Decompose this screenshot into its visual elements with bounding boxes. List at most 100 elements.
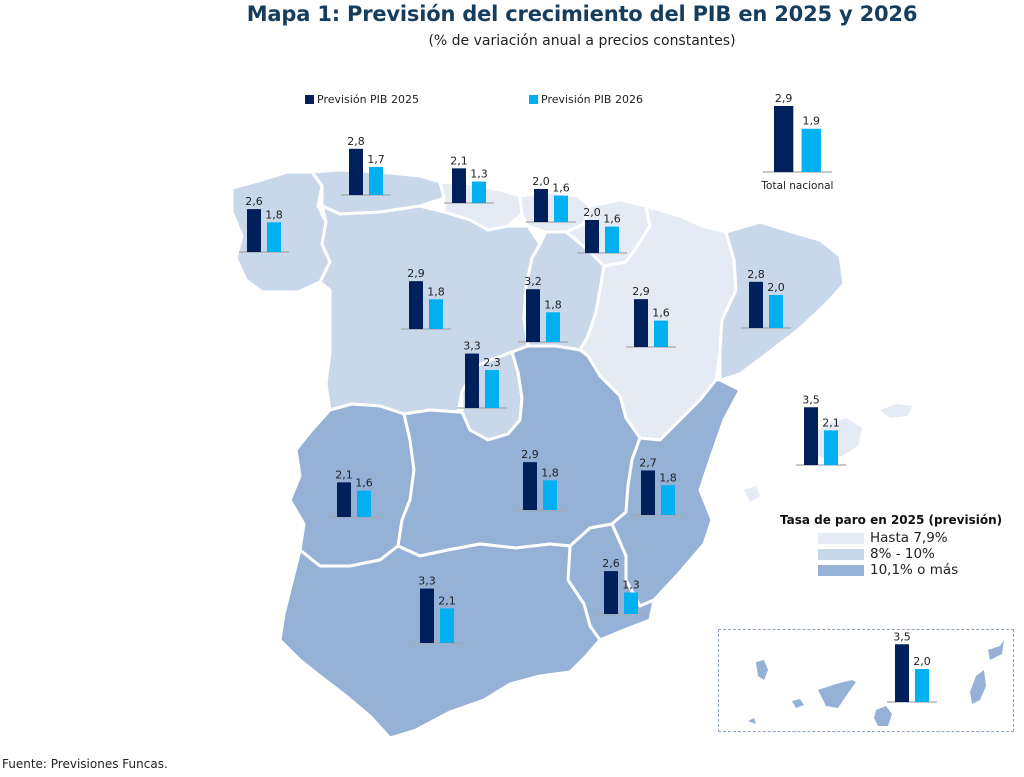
- value-label-2026: 1,7: [367, 153, 385, 166]
- bar-2026: [472, 181, 486, 203]
- region-valenciana: [610, 378, 742, 608]
- value-label-2026: 1,6: [355, 477, 373, 490]
- value-label-2025: 2,9: [521, 448, 539, 461]
- bar-2025: [526, 289, 540, 342]
- bar-2026: [915, 669, 929, 702]
- bar-2026: [824, 430, 838, 465]
- legend-label-mid: 8% - 10%: [870, 546, 935, 562]
- bar-group-madrid: 3,32,3: [457, 340, 507, 409]
- region-canarias-grancanaria: [874, 706, 892, 726]
- value-label-2025: 2,8: [347, 135, 365, 148]
- bar-2026: [554, 195, 568, 222]
- legend-item-pib2025: Previsión PIB 2025: [305, 93, 419, 106]
- bar-2026: [485, 370, 499, 408]
- value-label-2025: 2,7: [639, 456, 657, 469]
- value-label-2026: 1,8: [541, 466, 559, 479]
- value-label-2025: 3,3: [463, 340, 481, 353]
- value-label-2025: 3,5: [893, 630, 911, 643]
- bar-2026: [369, 166, 383, 195]
- bar-group-catalu-a: 2,82,0: [741, 268, 791, 329]
- region-canarias-tenerife: [818, 680, 856, 708]
- value-label-2026: 1,8: [427, 285, 445, 298]
- bar-2025: [349, 148, 363, 195]
- value-label-2025: 3,3: [418, 575, 436, 588]
- value-label-2026: 2,1: [822, 416, 840, 429]
- value-label-2026: 2,0: [767, 281, 785, 294]
- bar-group-la-rioja: 3,21,8: [518, 275, 568, 343]
- bar-group-total-nacional: 2,9 1,9 Total nacional: [760, 92, 833, 192]
- bar-group-c-valenciana: 2,71,8: [633, 456, 683, 516]
- region-baleares-ibiza: [744, 486, 760, 502]
- unemployment-legend: Tasa de paro en 2025 (previsión) Hasta 7…: [780, 513, 1020, 578]
- bar-2026: [624, 592, 638, 614]
- bar-group-navarra: 2,01,6: [577, 206, 627, 254]
- unemployment-legend-item-low: Hasta 7,9%: [818, 530, 1020, 546]
- region-extremadura: [288, 402, 416, 568]
- region-canarias-fuerteventura: [970, 670, 986, 704]
- legend-label-pib2025: Previsión PIB 2025: [317, 93, 419, 106]
- value-label-2026: 2,3: [483, 356, 501, 369]
- bar-2026: [661, 485, 675, 515]
- bar-2025: [634, 299, 648, 347]
- unemployment-legend-item-mid: 8% - 10%: [818, 546, 1020, 562]
- bar-2026: [546, 312, 560, 342]
- bar-2025: [465, 353, 479, 408]
- region-canarias-hierro: [748, 718, 756, 724]
- bar-2025: [523, 462, 537, 510]
- bar-group-murcia: 2,61,3: [596, 557, 646, 615]
- legend-label-high: 10,1% o más: [870, 562, 959, 578]
- legend-swatch-low: [818, 532, 864, 544]
- value-label-2025: 2,8: [747, 268, 765, 281]
- value-label-2026: 1,8: [659, 471, 677, 484]
- value-label-2025: 2,6: [602, 557, 620, 570]
- bar-2026: [357, 490, 371, 517]
- bar-2025: [804, 407, 818, 465]
- legend-swatch-high: [818, 564, 864, 576]
- value-label-2025: 2,0: [532, 175, 550, 188]
- value-label-2026: 1,8: [265, 208, 283, 221]
- value-label-2026: 1,8: [544, 298, 562, 311]
- legend-swatch-pib2025: [305, 95, 314, 104]
- value-label-2026: 2,1: [438, 594, 456, 607]
- bar-2025: [774, 105, 794, 172]
- bar-group-cantabria: 2,11,3: [444, 154, 494, 204]
- region-canarias-lanzarote: [988, 640, 1004, 660]
- source-note: Fuente: Previsiones Funcas.: [2, 757, 168, 771]
- value-label-2025: 2,1: [450, 154, 468, 167]
- map-title: Mapa 1: Previsión del crecimiento del PI…: [246, 2, 918, 26]
- bar-group-baleares: 3,52,1: [796, 393, 846, 466]
- bar-2026: [769, 295, 783, 328]
- bar-2025: [337, 482, 351, 517]
- value-label-2025: 2,9: [775, 92, 793, 105]
- total-nacional-label: Total nacional: [760, 180, 833, 192]
- value-label-2026: 1,3: [622, 579, 640, 592]
- map-subtitle: (% de variación anual a precios constant…: [428, 33, 736, 49]
- bar-2025: [749, 281, 763, 328]
- value-label-2025: 3,2: [524, 275, 542, 288]
- value-label-2026: 1,6: [652, 307, 670, 320]
- region-canarias-lapalma: [756, 660, 768, 680]
- legend-label-pib2026: Previsión PIB 2026: [541, 93, 643, 106]
- region-baleares-menorca: [880, 404, 912, 418]
- unemployment-legend-item-high: 10,1% o más: [818, 562, 1020, 578]
- bar-group-pa-s-vasco: 2,01,6: [526, 175, 576, 223]
- value-label-2025: 2,6: [245, 195, 263, 208]
- bar-2025: [604, 571, 618, 614]
- value-label-2025: 3,5: [802, 393, 820, 406]
- legend-item-pib2026: Previsión PIB 2026: [529, 93, 643, 106]
- value-label-2025: 2,9: [407, 267, 425, 280]
- unemployment-legend-title: Tasa de paro en 2025 (previsión): [780, 513, 1003, 527]
- value-label-2026: 1,6: [603, 213, 621, 226]
- value-label-2025: 2,1: [335, 468, 353, 481]
- region-canarias-gomera: [792, 699, 804, 708]
- bar-group-extremadura: 2,11,6: [329, 468, 379, 518]
- bar-2025: [420, 588, 434, 643]
- bar-2025: [452, 168, 466, 203]
- bar-2026: [440, 608, 454, 643]
- bar-group-castilla-y-le-n: 2,91,8: [401, 267, 451, 330]
- bar-2026: [543, 480, 557, 510]
- bar-group-galicia: 2,61,8: [239, 195, 289, 253]
- bar-2026: [429, 299, 443, 329]
- value-label-2025: 2,9: [632, 285, 650, 298]
